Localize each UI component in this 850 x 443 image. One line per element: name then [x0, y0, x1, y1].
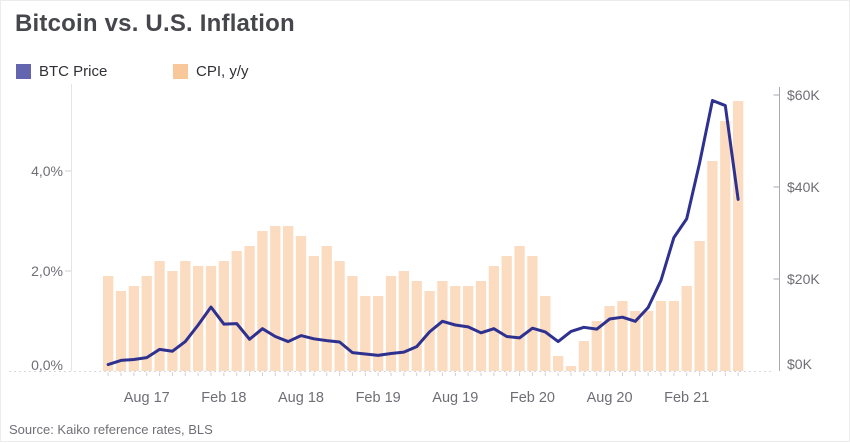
cpi-bar — [115, 291, 127, 371]
cpi-bar — [630, 311, 641, 371]
x-axis-label: Aug 19 — [432, 390, 478, 406]
cpi-bar — [270, 226, 281, 371]
x-axis-label: Aug 17 — [124, 390, 170, 406]
cpi-bar — [385, 276, 397, 371]
cpi-bar — [308, 256, 320, 371]
cpi-bar — [450, 286, 461, 371]
right-axis-label: $60K — [787, 87, 820, 103]
cpi-bar — [257, 231, 268, 371]
cpi-bar — [578, 341, 590, 371]
left-axis-label: 0,0% — [31, 357, 63, 373]
cpi-bar — [218, 261, 230, 371]
cpi-bar — [193, 266, 204, 371]
left-axis-label: 4,0% — [31, 163, 63, 179]
cpi-bar — [205, 266, 217, 371]
cpi-bar — [167, 271, 178, 371]
cpi-bar — [604, 306, 615, 371]
left-axis-label: 2,0% — [31, 263, 63, 279]
cpi-bar — [475, 281, 487, 371]
cpi-bar — [295, 236, 307, 371]
legend-item-btc-price: BTC Price — [16, 63, 107, 80]
source-note: Source: Kaiko reference rates, BLS — [9, 422, 213, 437]
cpi-legend-label: CPI, y/y — [196, 63, 249, 80]
cpi-bar — [655, 301, 667, 371]
cpi-bar — [463, 286, 474, 371]
cpi-bar — [514, 246, 525, 371]
cpi-bar — [732, 101, 744, 371]
cpi-bar — [154, 261, 165, 371]
legend-item-cpi: CPI, y/y — [173, 63, 249, 80]
cpi-bar — [373, 296, 384, 371]
btc-legend-swatch-icon — [16, 64, 31, 79]
cpi-bar — [398, 271, 410, 371]
x-axis-label: Feb 18 — [201, 390, 246, 406]
cpi-bar — [103, 276, 114, 371]
cpi-bar — [720, 121, 731, 371]
cpi-bar — [488, 266, 500, 371]
cpi-bar — [501, 256, 512, 371]
cpi-bar — [527, 256, 538, 371]
x-axis-label: Aug 20 — [587, 390, 633, 406]
cpi-bar — [694, 241, 705, 371]
cpi-bar — [244, 246, 255, 371]
x-axis-label: Feb 19 — [356, 390, 401, 406]
cpi-bar — [321, 246, 332, 371]
right-axis-label: $20K — [787, 271, 820, 287]
cpi-bar — [283, 226, 294, 371]
chart-title: Bitcoin vs. U.S. Inflation — [15, 10, 295, 37]
btc-price-line — [106, 99, 740, 367]
cpi-bar — [565, 366, 577, 371]
legend: BTC Price CPI, y/y — [1, 63, 849, 81]
cpi-bar — [617, 301, 628, 371]
cpi-bar — [128, 286, 140, 371]
cpi-bar — [437, 281, 448, 371]
cpi-bar — [347, 276, 358, 371]
right-axis-label: $40K — [787, 179, 820, 195]
cpi-bar — [591, 321, 602, 371]
cpi-bar — [411, 281, 422, 371]
cpi-bar — [180, 261, 191, 371]
cpi-bar — [231, 251, 242, 371]
right-axis-label: $0K — [787, 356, 813, 372]
cpi-bar — [360, 296, 371, 371]
btc-legend-label: BTC Price — [39, 63, 108, 80]
cpi-bar — [334, 261, 345, 371]
cpi-bar — [681, 286, 692, 371]
cpi-bar — [553, 356, 564, 371]
cpi-bar — [707, 161, 718, 371]
x-axis-label: Feb 21 — [664, 390, 709, 406]
x-axis-label: Aug 18 — [278, 390, 324, 406]
cpi-bar — [668, 301, 680, 371]
x-axis-label: Feb 20 — [510, 390, 555, 406]
cpi-bar — [141, 276, 152, 371]
cpi-bar — [642, 311, 654, 371]
cpi-legend-swatch-icon — [173, 64, 188, 79]
